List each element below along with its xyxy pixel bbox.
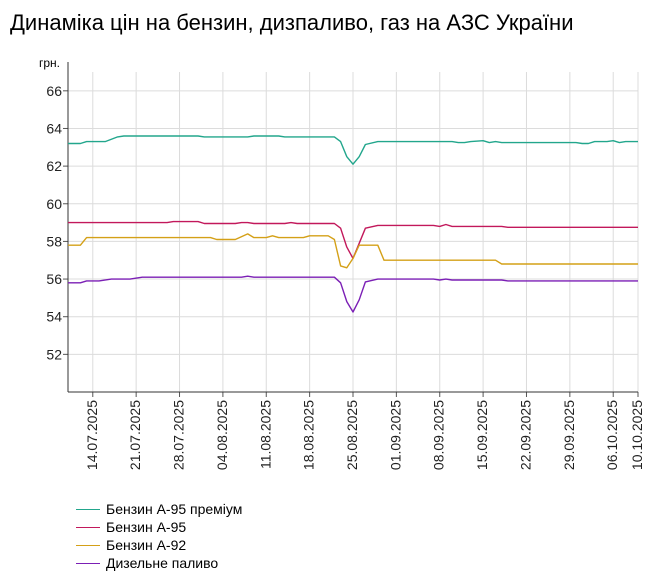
legend-item-diesel[interactable]: Дизельне паливо: [76, 554, 242, 572]
line-chart: 52 54 56 58 60 62 64 66 14.07.2025 21.07.2025 28.0…: [46, 62, 645, 470]
legend-item-a95-premium[interactable]: Бензин А-95 преміум: [76, 500, 242, 518]
y-axis-label: грн.: [39, 56, 61, 70]
legend-label: Бензин А-95 преміум: [106, 501, 243, 517]
legend-item-a92[interactable]: Бензин А-92: [76, 536, 242, 554]
legend-swatch: [76, 562, 100, 564]
series-line-3: [68, 275, 638, 313]
legend-swatch: [76, 508, 100, 510]
series-line-0: [68, 135, 638, 165]
x-tick-label: 22.09.2025: [517, 400, 533, 470]
y-tick-label: 56: [46, 271, 62, 287]
x-tick-label: 28.07.2025: [171, 400, 187, 470]
x-tick-label: 06.10.2025: [604, 400, 620, 470]
x-tick-label: 25.08.2025: [344, 400, 360, 470]
series-line-2: [68, 233, 638, 269]
legend: Бензин А-95 преміум Бензин А-95 Бензин А…: [76, 500, 242, 572]
legend-swatch: [76, 544, 100, 546]
x-tick-label: 11.08.2025: [257, 400, 273, 469]
y-tick-label: 54: [46, 309, 62, 325]
y-tick-label: 52: [46, 346, 62, 362]
y-tick-label: 62: [46, 158, 62, 174]
x-tick-label: 21.07.2025: [127, 400, 143, 470]
y-tick-label: 60: [46, 196, 62, 212]
x-tick-label: 18.08.2025: [301, 400, 317, 470]
y-tick-label: 64: [46, 120, 62, 136]
x-tick-label: 14.07.2025: [84, 400, 100, 470]
x-tick-label: 15.09.2025: [474, 400, 490, 470]
legend-label: Бензин А-92: [106, 537, 187, 553]
legend-label: Дизельне паливо: [106, 555, 219, 571]
legend-label: Бензин А-95: [106, 519, 187, 535]
series-line-1: [68, 220, 638, 260]
x-tick-label: 10.10.2025: [629, 400, 645, 470]
x-tick-label: 29.09.2025: [561, 400, 577, 470]
legend-item-a95[interactable]: Бензин А-95: [76, 518, 242, 536]
x-tick-label: 01.09.2025: [387, 400, 403, 470]
legend-swatch: [76, 526, 100, 528]
y-tick-label: 58: [46, 233, 62, 249]
x-tick-label: 08.09.2025: [431, 400, 447, 470]
chart-title: Динаміка цін на бензин, дизпаливо, газ н…: [10, 10, 574, 35]
y-tick-label: 66: [46, 83, 62, 99]
x-tick-label: 04.08.2025: [214, 400, 230, 470]
